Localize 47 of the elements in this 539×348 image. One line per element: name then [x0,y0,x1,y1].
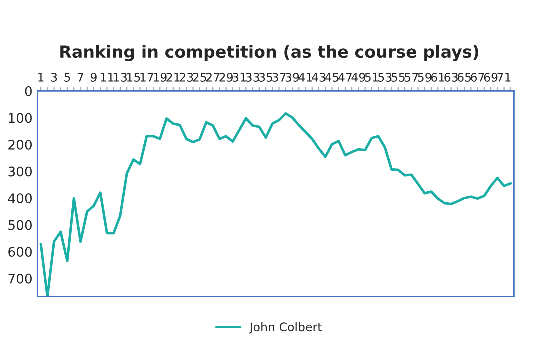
y-tick-label: 600 [8,247,32,258]
x-tick-label: 57 [405,73,418,82]
chart-title: Ranking in competition (as the course plays) [60,45,479,62]
x-tick-label: 27 [206,73,220,82]
x-tick-label: 53 [378,73,392,82]
legend-label: John Colbert [249,322,322,334]
y-tick-label: 500 [8,220,32,230]
y-tick-label: 200 [8,140,32,150]
x-tick-label: 31 [232,73,246,82]
x-tick-label: 13 [114,73,128,82]
x-tick-label: 55 [392,73,405,82]
x-tick-label: 11 [101,73,114,82]
x-tick-label: 65 [458,73,472,82]
x-tick-label: 33 [246,73,260,82]
x-tick-label: 3 [51,73,58,82]
x-tick-label: 51 [365,73,378,82]
x-tick-label: 41 [298,73,312,82]
x-tick-label: 15 [127,73,140,82]
x-tick-label: 39 [286,73,300,82]
x-tick-label: 19 [154,73,167,82]
x-tick-label: 71 [498,73,511,82]
y-tick-label: 300 [8,166,32,177]
y-tick-label: 700 [8,274,32,284]
y-tick-label: 400 [8,194,32,204]
x-tick-label: 5 [64,73,70,82]
x-tick-label: 37 [272,73,286,82]
x-tick-label: 67 [471,73,484,82]
x-tick-label: 49 [352,73,366,82]
x-tick-label: 25 [193,73,206,82]
x-tick-label: 61 [431,73,445,82]
x-tick-label: 47 [338,73,352,82]
x-tick-label: 23 [180,73,194,82]
x-tick-label: 29 [220,73,234,82]
y-tick-label: 0 [25,86,32,96]
x-tick-label: 59 [418,73,432,82]
x-tick-label: 35 [259,73,273,82]
x-tick-label: 17 [140,73,154,82]
x-tick-label: 69 [484,73,498,82]
x-tick-label: 9 [90,73,97,82]
x-tick-label: 21 [166,73,180,82]
x-tick-label: 63 [444,73,458,82]
x-tick-label: 1 [38,73,44,82]
y-tick-label: 100 [9,113,32,124]
x-tick-label: 7 [78,73,84,82]
x-tick-label: 43 [312,73,326,82]
x-tick-label: 45 [325,73,339,82]
line-series [40,112,512,297]
